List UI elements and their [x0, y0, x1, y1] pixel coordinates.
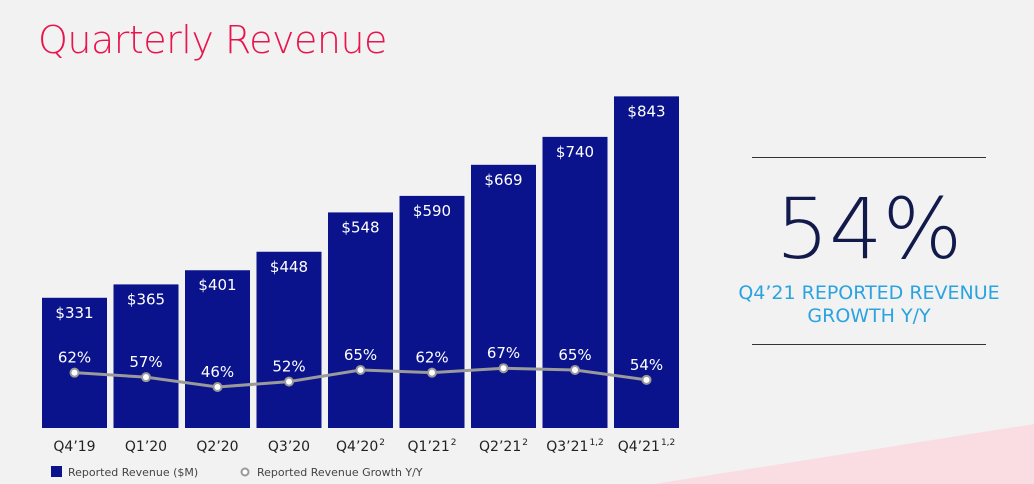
x-tick-label-1: Q1’20 [125, 439, 167, 455]
growth-point-5 [427, 367, 437, 378]
kpi-caption-line-1: Q4’21 REPORTED REVENUE [738, 282, 1000, 304]
kpi-growth-value: 54% [775, 180, 963, 278]
kpi-rule-bottom [752, 344, 986, 345]
growth-label-3: 52% [272, 358, 305, 376]
kpi-caption-line-2: GROWTH Y/Y [807, 305, 931, 327]
bar-6 [471, 164, 536, 428]
bar-1 [113, 284, 179, 428]
bar-value-label-7: $740 [556, 143, 594, 161]
growth-label-4: 65% [344, 346, 377, 364]
growth-point-8 [641, 374, 652, 385]
x-tick-label-7: Q3’211,2 [546, 438, 604, 455]
growth-label-8: 54% [630, 356, 663, 374]
bar-value-label-3: $448 [270, 258, 308, 276]
bar-0 [42, 297, 107, 428]
x-tick-label-6: Q2’212 [479, 438, 528, 455]
growth-label-6: 67% [487, 344, 520, 362]
kpi-rule-top [752, 157, 986, 158]
legend-growth-marker [240, 467, 250, 477]
bar-value-label-5: $590 [413, 202, 451, 220]
growth-label-7: 65% [558, 346, 591, 364]
x-axis-labels: Q4’19 Q1’20 Q2’20 Q3’20 Q4’202 Q1’212 Q2’212 Q3… [53, 438, 675, 455]
bar-value-label-1: $365 [127, 290, 165, 308]
bar-value-label-6: $669 [484, 171, 522, 189]
bar-value-label-8: $843 [627, 102, 665, 120]
bar-4 [328, 212, 393, 428]
growth-point-6 [498, 363, 509, 374]
kpi-caption: Q4’21 REPORTED REVENUE GROWTH Y/Y [722, 282, 1016, 328]
x-tick-label-3: Q3’20 [268, 439, 310, 455]
growth-line-layer: 62% 57% 46% 52% 65% 62% 67% 65% 54% [58, 344, 663, 392]
bar-value-label-2: $401 [198, 276, 236, 294]
growth-point-1 [141, 372, 151, 383]
growth-point-0 [69, 367, 80, 378]
growth-point-7 [570, 364, 580, 375]
legend-revenue-swatch [51, 466, 62, 477]
bar-value-label-0: $331 [55, 304, 93, 322]
bar-3 [256, 251, 322, 428]
bar-2 [185, 270, 250, 428]
x-tick-label-5: Q1’212 [408, 438, 457, 455]
page-title: Quarterly Revenue [38, 18, 387, 62]
growth-label-1: 57% [129, 353, 162, 371]
bar-5 [399, 195, 465, 428]
legend-revenue-label: Reported Revenue ($M) [68, 466, 198, 479]
x-tick-label-4: Q4’202 [336, 438, 385, 455]
decorative-corner [654, 424, 1034, 484]
bar-8 [614, 96, 679, 428]
growth-label-5: 62% [415, 349, 448, 367]
growth-point-2 [212, 382, 223, 392]
growth-point-4 [355, 364, 366, 375]
x-tick-label-2: Q2’20 [196, 439, 238, 455]
bar-7 [542, 136, 608, 428]
growth-point-3 [284, 376, 294, 387]
legend: Reported Revenue ($M) Reported Revenue Gr… [51, 466, 423, 479]
growth-label-0: 62% [58, 349, 91, 367]
growth-label-2: 46% [201, 363, 234, 381]
x-tick-label-0: Q4’19 [53, 439, 95, 455]
bar-value-label-4: $548 [341, 218, 379, 236]
bars-layer: $331 $365 $401 $448 $548 $590 $669 $740 $843 [42, 96, 679, 428]
legend-growth-label: Reported Revenue Growth Y/Y [257, 466, 423, 479]
